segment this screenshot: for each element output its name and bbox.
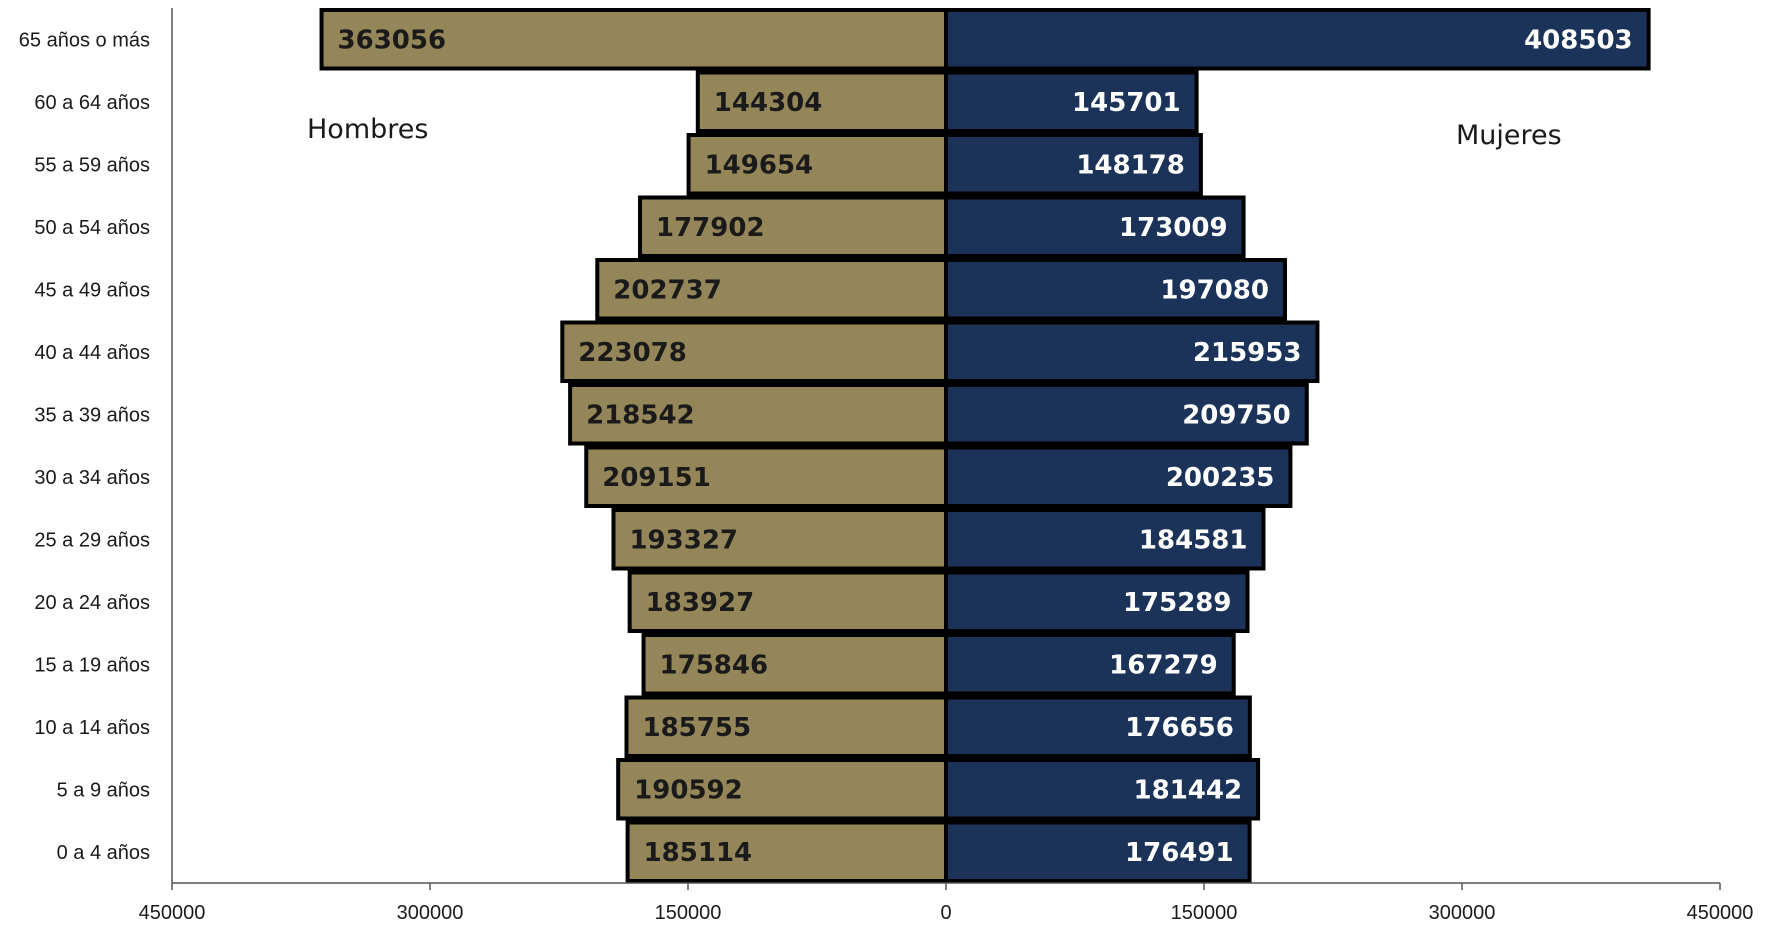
bar-mujeres — [944, 820, 1252, 883]
data-label-hombres: 185114 — [644, 838, 753, 868]
bar-hombres — [627, 570, 948, 633]
bar-hombres — [595, 258, 948, 321]
bar-hombres — [641, 633, 948, 696]
data-label-hombres: 223078 — [578, 338, 687, 368]
bar-hombres — [611, 508, 948, 571]
bar-hombres — [568, 383, 949, 446]
x-tick-label: 150000 — [655, 902, 722, 924]
category-label: 50 a 54 años — [34, 217, 150, 239]
bar-mujeres — [944, 8, 1651, 71]
data-label-mujeres: 148178 — [1076, 150, 1185, 180]
bar-mujeres — [944, 695, 1252, 758]
category-label: 25 a 29 años — [34, 529, 150, 551]
series-label-mujeres: Mujeres — [1456, 120, 1562, 151]
data-label-mujeres: 184581 — [1139, 525, 1248, 555]
data-label-hombres: 209151 — [602, 463, 711, 493]
data-label-hombres: 149654 — [705, 150, 814, 180]
data-label-hombres: 218542 — [586, 400, 695, 430]
bar-mujeres — [944, 383, 1309, 446]
data-label-mujeres: 200235 — [1166, 463, 1275, 493]
bar-hombres — [616, 758, 948, 821]
x-tick-label: 300000 — [397, 902, 464, 924]
category-label: 0 a 4 años — [57, 842, 150, 864]
category-label: 30 a 34 años — [34, 467, 150, 489]
data-label-hombres: 202737 — [613, 275, 722, 305]
bar-mujeres — [944, 320, 1320, 383]
bar-mujeres — [944, 445, 1293, 508]
bar-hombres — [625, 820, 949, 883]
category-label: 60 a 64 años — [34, 92, 150, 114]
category-label: 40 a 44 años — [34, 342, 150, 364]
category-label: 20 a 24 años — [34, 592, 150, 614]
x-tick-label: 300000 — [1429, 902, 1496, 924]
data-label-mujeres: 181442 — [1134, 775, 1243, 805]
bar-hombres — [695, 70, 948, 133]
data-label-mujeres: 173009 — [1119, 213, 1228, 243]
data-label-mujeres: 176491 — [1125, 838, 1234, 868]
data-label-hombres: 363056 — [338, 25, 447, 55]
category-label: 45 a 49 años — [34, 279, 150, 301]
data-label-hombres: 175846 — [660, 650, 769, 680]
category-label: 55 a 59 años — [34, 154, 150, 176]
bar-mujeres — [944, 570, 1250, 633]
bar-mujeres — [944, 258, 1287, 321]
category-label: 65 años o más — [19, 29, 150, 51]
data-label-hombres: 144304 — [714, 88, 823, 118]
data-label-mujeres: 215953 — [1193, 338, 1302, 368]
data-label-mujeres: 167279 — [1109, 650, 1218, 680]
bar-hombres — [319, 8, 948, 71]
bar-mujeres — [944, 508, 1266, 571]
data-label-mujeres: 175289 — [1123, 588, 1232, 618]
data-label-mujeres: 197080 — [1160, 275, 1269, 305]
category-label: 15 a 19 años — [34, 654, 150, 676]
category-label: 10 a 14 años — [34, 717, 150, 739]
x-tick-label: 0 — [940, 902, 951, 924]
category-label: 35 a 39 años — [34, 404, 150, 426]
data-label-mujeres: 176656 — [1125, 713, 1234, 743]
x-tick-label: 450000 — [1687, 902, 1754, 924]
bar-hombres — [686, 133, 948, 196]
data-label-hombres: 193327 — [629, 525, 738, 555]
data-label-hombres: 190592 — [634, 775, 743, 805]
x-tick-label: 450000 — [139, 902, 206, 924]
data-label-mujeres: 209750 — [1182, 400, 1291, 430]
bar-mujeres — [944, 633, 1236, 696]
bar-mujeres — [944, 758, 1261, 821]
series-label-hombres: Hombres — [307, 114, 428, 145]
bar-mujeres — [944, 133, 1203, 196]
data-label-hombres: 183927 — [646, 588, 755, 618]
bar-mujeres — [944, 195, 1246, 258]
data-label-mujeres: 145701 — [1072, 88, 1181, 118]
bar-hombres — [624, 695, 948, 758]
bar-mujeres — [944, 70, 1199, 133]
bar-hombres — [638, 195, 948, 258]
category-label: 5 a 9 años — [57, 779, 150, 801]
x-tick-label: 150000 — [1171, 902, 1238, 924]
data-label-hombres: 177902 — [656, 213, 765, 243]
data-label-mujeres: 408503 — [1524, 25, 1633, 55]
data-label-hombres: 185755 — [643, 713, 752, 743]
